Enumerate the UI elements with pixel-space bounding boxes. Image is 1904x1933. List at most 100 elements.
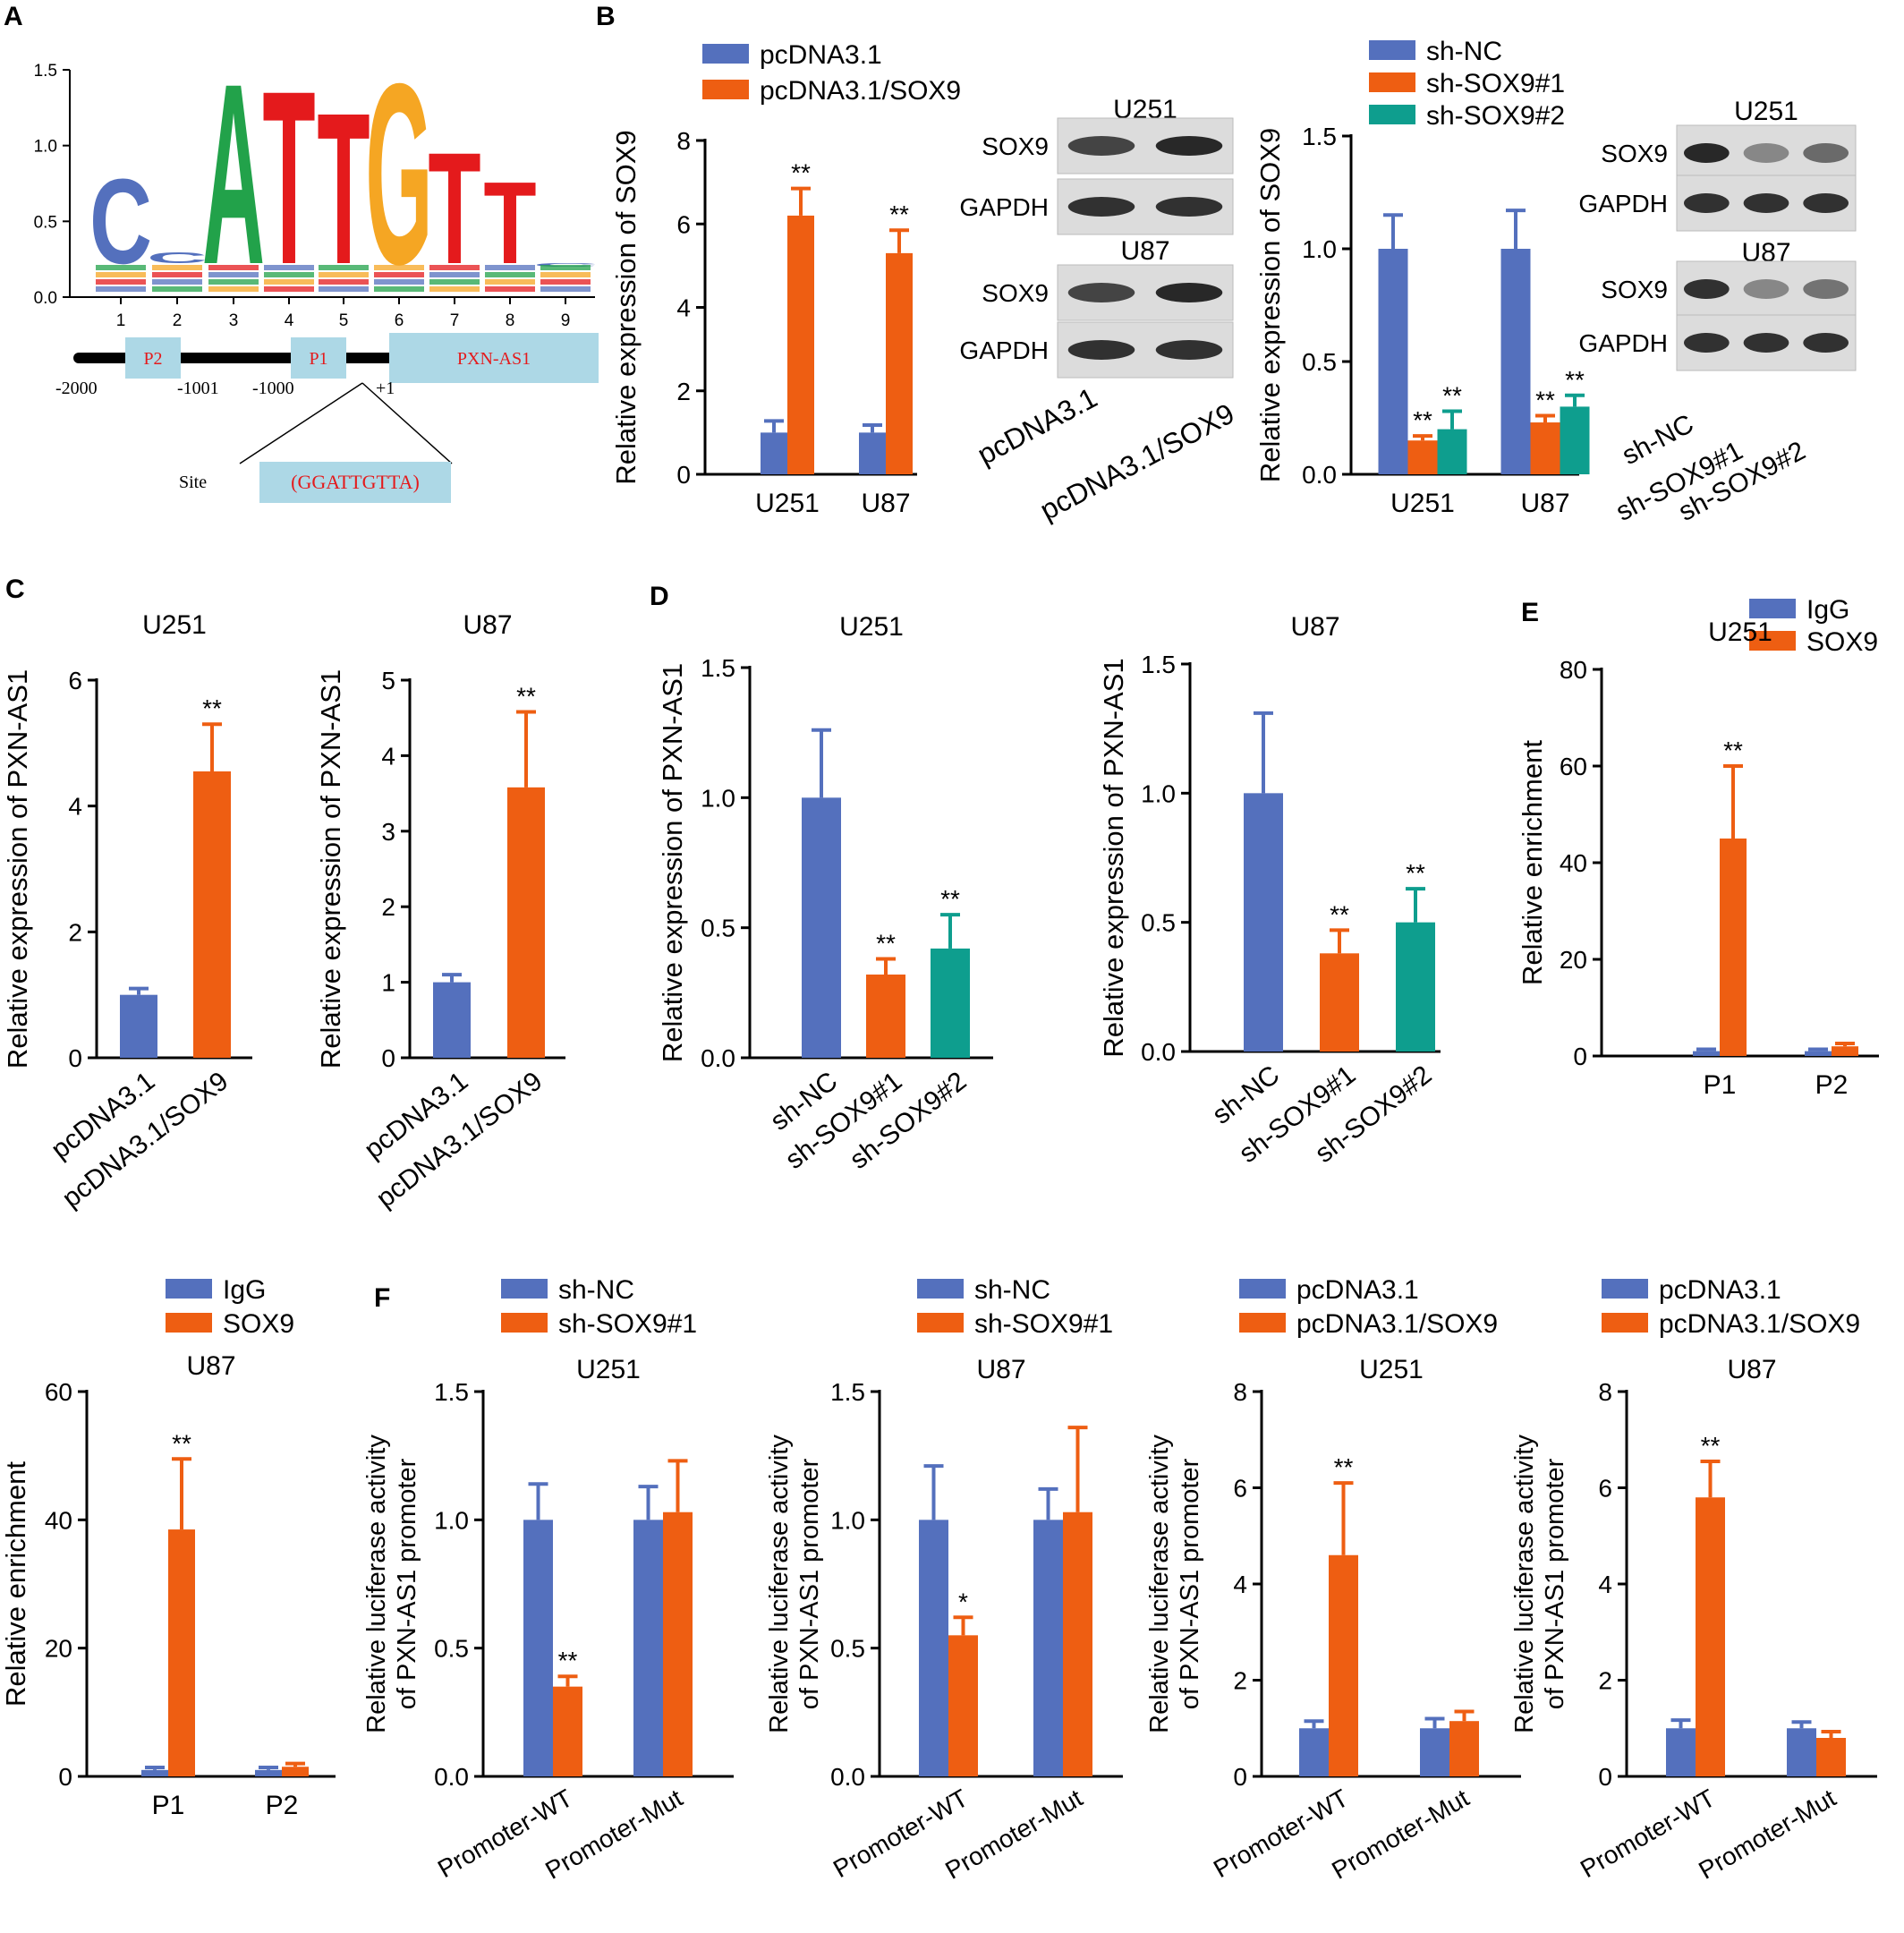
blot-overexpression-row-label: SOX9 bbox=[982, 132, 1049, 160]
blot-overexpression-cell-label: U87 bbox=[1120, 236, 1169, 266]
y-tick-label: 3 bbox=[381, 818, 395, 846]
legend-swatch bbox=[1369, 105, 1415, 124]
blot-knockdown-row-label: GAPDH bbox=[1578, 329, 1668, 357]
chart-title: U87 bbox=[463, 610, 512, 640]
y-axis-label: Relative luciferase activity bbox=[362, 1435, 391, 1733]
bar bbox=[1832, 1046, 1858, 1056]
significance-label: ** bbox=[1330, 900, 1349, 928]
y-tick-label: 6 bbox=[1598, 1475, 1612, 1503]
chart-title: U251 bbox=[1708, 617, 1772, 647]
legend-label: pcDNA3.1/SOX9 bbox=[1659, 1309, 1860, 1339]
significance-label: ** bbox=[172, 1429, 191, 1457]
logo-minor-letters bbox=[264, 286, 314, 292]
bar bbox=[120, 994, 157, 1058]
y-tick-label: 0.5 bbox=[1141, 909, 1176, 937]
legend-label: sh-SOX9#1 bbox=[974, 1309, 1113, 1339]
significance-label: ** bbox=[889, 200, 909, 228]
blot-knockdown-band bbox=[1743, 193, 1789, 213]
legend-swatch bbox=[1602, 1279, 1648, 1299]
y-axis-label: Relative luciferase activity bbox=[765, 1435, 794, 1733]
logo-minor-letters bbox=[485, 279, 535, 285]
y-tick-label: 1.5 bbox=[701, 654, 735, 682]
y-tick-label: 1.0 bbox=[1302, 235, 1337, 263]
y-tick-label: 0 bbox=[58, 1763, 72, 1791]
significance-label: ** bbox=[940, 885, 960, 913]
y-axis-label: Relative enrichment bbox=[1517, 740, 1548, 985]
logo-y-tick-label: 1.5 bbox=[34, 62, 57, 81]
legend-swatch bbox=[702, 80, 749, 99]
bar bbox=[1805, 1051, 1832, 1056]
significance-label: ** bbox=[558, 1647, 578, 1674]
panel-label-a: A bbox=[4, 2, 23, 31]
significance-label: ** bbox=[1723, 737, 1743, 764]
y-tick-label: 1.5 bbox=[434, 1378, 469, 1406]
bar bbox=[761, 432, 787, 474]
bar bbox=[1560, 406, 1590, 474]
blot-knockdown-band bbox=[1803, 279, 1849, 299]
bar bbox=[553, 1686, 582, 1776]
y-tick-label: 0.5 bbox=[1302, 348, 1337, 376]
chart-d1: 0.0 0.5 1.0 1.5 Relative expression of PXN-A… bbox=[657, 612, 993, 1175]
logo-minor-letters bbox=[540, 272, 591, 277]
bar bbox=[1720, 839, 1747, 1056]
bar bbox=[1693, 1051, 1720, 1056]
y-tick-label: 1 bbox=[381, 969, 395, 997]
blot-overexpression-band bbox=[1067, 136, 1135, 156]
bar bbox=[1696, 1497, 1725, 1776]
y-tick-label: 20 bbox=[45, 1635, 72, 1663]
y-tick-label: 8 bbox=[1233, 1378, 1247, 1406]
bar bbox=[1378, 249, 1408, 474]
x-tick-label: P1 bbox=[152, 1791, 185, 1820]
bar bbox=[1420, 1728, 1449, 1776]
chart-title: U87 bbox=[186, 1351, 235, 1381]
bar bbox=[507, 787, 545, 1058]
y-tick-label: 1.5 bbox=[830, 1378, 865, 1406]
y-axis-label: Relative expression of PXN-AS1 bbox=[2, 669, 33, 1069]
bar bbox=[141, 1769, 168, 1776]
blot-overexpression-band bbox=[1155, 283, 1223, 302]
bar bbox=[931, 948, 970, 1058]
y-axis-label: of PXN-AS1 promoter bbox=[1541, 1458, 1569, 1709]
y-tick-label: 1.0 bbox=[1141, 779, 1176, 807]
logo-minor-letters bbox=[540, 265, 591, 270]
y-tick-label: 0 bbox=[676, 461, 691, 489]
panel-label-f: F bbox=[374, 1283, 390, 1313]
x-tick-label: U251 bbox=[1390, 489, 1455, 518]
y-tick-label: 2 bbox=[68, 918, 82, 946]
legend-swatch bbox=[166, 1279, 212, 1299]
significance-label: ** bbox=[1413, 406, 1432, 434]
legend-label: pcDNA3.1/SOX9 bbox=[760, 76, 961, 106]
y-tick-label: 0 bbox=[1573, 1043, 1587, 1070]
legend-swatch bbox=[1369, 72, 1415, 92]
blot-knockdown-row-label: GAPDH bbox=[1578, 190, 1668, 217]
promoter-box-p2 bbox=[125, 337, 181, 379]
y-axis-label: Relative expression of PXN-AS1 bbox=[657, 663, 688, 1062]
bar bbox=[1666, 1728, 1696, 1776]
logo-y-tick-label: 0.0 bbox=[34, 289, 57, 308]
logo-minor-letters bbox=[152, 279, 202, 285]
x-tick-label: P2 bbox=[266, 1791, 299, 1820]
blot-knockdown-band bbox=[1684, 279, 1730, 299]
chart-title: U251 bbox=[142, 610, 207, 640]
bar bbox=[1816, 1738, 1846, 1776]
legend-label: sh-NC bbox=[974, 1275, 1050, 1305]
significance-label: ** bbox=[1442, 381, 1462, 409]
y-axis-label: Relative expression of SOX9 bbox=[610, 130, 642, 484]
y-tick-label: 0 bbox=[1233, 1763, 1247, 1791]
y-tick-label: 0 bbox=[381, 1044, 395, 1072]
blot-overexpression-band bbox=[1067, 197, 1135, 217]
bar bbox=[1530, 422, 1560, 474]
promoter-coordinate: +1 bbox=[376, 379, 395, 398]
y-tick-label: 0.0 bbox=[830, 1763, 865, 1791]
legend-label: sh-NC bbox=[558, 1275, 634, 1305]
logo-minor-letters bbox=[152, 286, 202, 292]
logo-x-tick-label: 6 bbox=[395, 311, 404, 330]
y-tick-label: 0.0 bbox=[1141, 1038, 1176, 1066]
promoter-box-label: PXN-AS1 bbox=[457, 349, 531, 369]
promoter-coordinate: -1000 bbox=[252, 379, 294, 398]
logo-minor-letters bbox=[152, 272, 202, 277]
panel-label-c: C bbox=[5, 575, 25, 604]
bar bbox=[433, 982, 471, 1058]
blot-knockdown-band bbox=[1803, 193, 1849, 213]
